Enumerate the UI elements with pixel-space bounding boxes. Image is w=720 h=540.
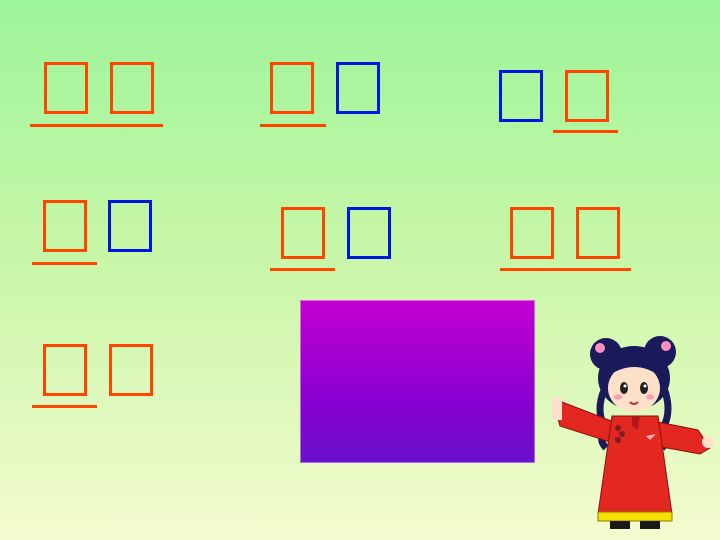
word-group-3 (495, 68, 625, 148)
char-box (44, 62, 88, 114)
char-box (499, 70, 543, 122)
char-box (270, 62, 314, 114)
char-box (347, 207, 391, 259)
char-box (108, 200, 152, 252)
char-box (565, 70, 609, 122)
underline (553, 130, 618, 133)
underline (32, 262, 97, 265)
underline (260, 124, 326, 127)
underline (500, 268, 631, 271)
underline (270, 268, 335, 271)
underline (32, 405, 97, 408)
underline (30, 124, 163, 127)
char-box (576, 207, 620, 259)
word-group-2 (258, 60, 388, 140)
word-group-4 (30, 198, 160, 278)
char-box (510, 207, 554, 259)
girl-in-red-qipao-icon (548, 330, 718, 535)
word-group-7 (30, 342, 160, 422)
char-box (43, 200, 87, 252)
word-group-5 (268, 205, 398, 285)
purple-panel (300, 300, 535, 463)
char-box (109, 344, 153, 396)
char-box (336, 62, 380, 114)
char-box (43, 344, 87, 396)
word-group-1 (30, 60, 165, 140)
char-box (110, 62, 154, 114)
word-group-6 (498, 205, 633, 285)
char-box (281, 207, 325, 259)
